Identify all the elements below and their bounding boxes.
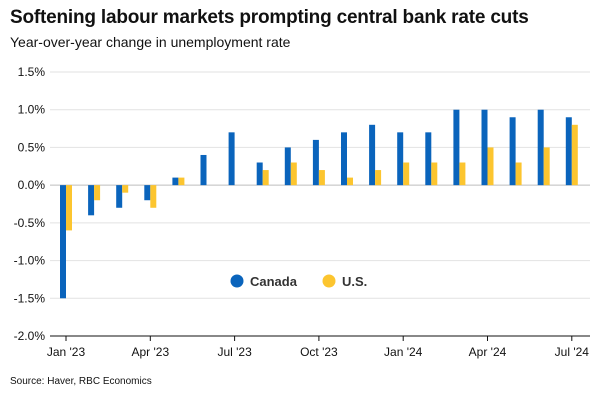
bar-us [318,170,325,186]
bar-canada [369,124,376,186]
bar-us [150,185,157,208]
y-tick-label: 0.5% [18,140,46,154]
bar-canada [425,132,432,186]
y-tick-label: -0.5% [14,216,46,230]
legend-label-canada: Canada [250,274,298,289]
source-note: Source: Haver, RBC Economics [10,376,152,387]
y-axis-tick-labels: -2.0% -1.5% -1.0% -0.5% 0.0% 0.5% 1.0% 1.5% [14,65,46,343]
bar-us [431,162,438,186]
x-tick-label: Apr '23 [131,345,169,359]
bar-us [543,147,550,186]
bar-canada [116,185,123,208]
bar-us [571,124,578,186]
chart-subtitle: Year-over-year change in unemployment ra… [10,34,291,50]
bar-us [403,162,410,186]
bar-canada [256,162,263,186]
bar-us [122,185,129,193]
bar-us [375,170,382,186]
bar-canada [509,117,516,186]
x-tick-label: Jul '24 [555,345,590,359]
bar-canada [200,154,207,186]
legend: Canada U.S. [230,274,367,289]
y-tick-label: 1.5% [18,65,46,79]
bar-series [60,109,578,299]
bar-us [262,170,269,186]
bar-canada [284,147,291,186]
legend-swatch-canada [230,274,244,288]
bar-us [178,177,185,186]
x-tick-label: Jul '23 [217,345,252,359]
bar-canada [565,117,572,186]
x-axis-tick-labels: Jan '23 Apr '23 Jul '23 Oct '23 Jan '24 Apr '… [47,345,589,359]
x-axis [50,335,590,341]
bar-canada [144,185,151,201]
bar-us [94,185,101,201]
bar-canada [341,132,347,186]
bar-canada [537,109,544,186]
y-tick-label: -1.0% [14,254,46,268]
bar-canada [481,109,488,186]
bar-canada [88,185,95,216]
bar-us [290,162,297,186]
bar-canada [228,132,235,186]
chart-title: Softening labour markets prompting centr… [10,7,529,28]
y-tick-label: -2.0% [14,329,46,343]
bar-canada [312,139,319,186]
y-tick-label: 1.0% [18,103,46,117]
x-tick-label: Apr '24 [469,345,507,359]
bar-us [459,162,466,186]
bar-us [515,162,522,186]
legend-swatch-us [322,274,336,288]
bar-canada [60,185,66,299]
legend-label-us: U.S. [342,274,367,289]
bar-canada [453,109,460,186]
y-tick-label: 0.0% [18,178,46,192]
x-tick-label: Jan '24 [384,345,423,359]
gridlines [50,71,590,337]
bar-us [347,177,353,186]
bar-us [487,147,494,186]
y-tick-label: -1.5% [14,291,46,305]
bar-canada [172,177,179,186]
x-tick-label: Oct '23 [300,345,338,359]
bar-us [66,185,72,231]
bar-canada [397,132,404,186]
x-tick-label: Jan '23 [47,345,86,359]
